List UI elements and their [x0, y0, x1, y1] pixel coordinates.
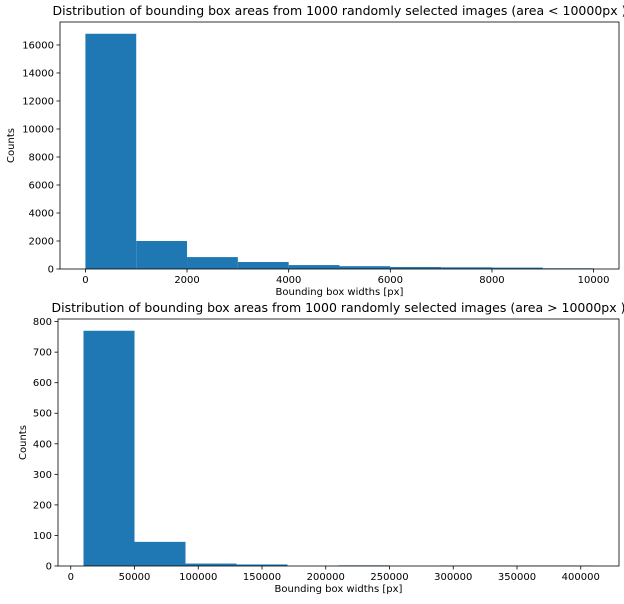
y-tick-label: 500	[33, 409, 52, 420]
x-tick-label: 2000	[174, 275, 199, 286]
y-tick-label: 400	[33, 439, 52, 450]
y-tick-label: 0	[46, 562, 52, 573]
x-tick-label: 200000	[307, 572, 345, 583]
x-axis-label: Bounding box widths [px]	[276, 287, 404, 298]
bar	[339, 266, 391, 269]
x-tick-label: 350000	[498, 572, 536, 583]
y-tick-label: 300	[33, 470, 52, 481]
chart-title: Distribution of bounding box areas from …	[53, 3, 624, 18]
y-tick-label: 800	[33, 317, 52, 328]
y-tick-label: 700	[33, 348, 52, 359]
plot-frame	[59, 21, 620, 270]
y-axis-label: Counts	[6, 128, 17, 163]
x-tick-label: 300000	[434, 572, 472, 583]
y-tick-label: 2000	[29, 236, 54, 247]
bar	[288, 265, 340, 269]
bar	[134, 541, 186, 566]
bar	[187, 257, 238, 269]
bar	[441, 267, 492, 269]
y-tick-label: 10000	[22, 124, 54, 135]
y-tick-label: 6000	[29, 180, 54, 191]
y-tick-label: 16000	[22, 40, 54, 51]
x-tick-label: 150000	[243, 572, 281, 583]
x-tick-label: 0	[68, 572, 74, 583]
y-tick-label: 0	[48, 265, 54, 276]
x-tick-label: 8000	[479, 275, 504, 286]
y-tick-label: 12000	[22, 96, 54, 107]
bar	[85, 33, 137, 270]
x-tick-label: 6000	[378, 275, 403, 286]
x-tick-label: 100000	[179, 572, 217, 583]
bar	[237, 261, 289, 269]
x-tick-label: 4000	[276, 275, 301, 286]
y-tick-label: 200	[33, 500, 52, 511]
y-tick-label: 600	[33, 378, 52, 389]
bar	[185, 563, 237, 566]
chart-title: Distribution of bounding box areas from …	[52, 300, 624, 315]
bar	[236, 564, 288, 566]
y-tick-label: 100	[33, 531, 52, 542]
x-tick-label: 250000	[370, 572, 408, 583]
bar	[83, 330, 135, 566]
x-tick-label: 0	[82, 275, 88, 286]
x-tick-label: 400000	[562, 572, 600, 583]
bar	[390, 267, 442, 269]
bar	[136, 240, 188, 269]
plot-frame	[57, 318, 620, 567]
x-axis-label: Bounding box widths [px]	[275, 584, 403, 595]
y-axis-label: Counts	[18, 425, 29, 460]
x-tick-label: 50000	[119, 572, 151, 583]
bar	[491, 267, 543, 269]
y-tick-label: 4000	[29, 208, 54, 219]
x-tick-label: 10000	[578, 275, 610, 286]
y-tick-label: 8000	[29, 152, 54, 163]
y-tick-label: 14000	[22, 68, 54, 79]
